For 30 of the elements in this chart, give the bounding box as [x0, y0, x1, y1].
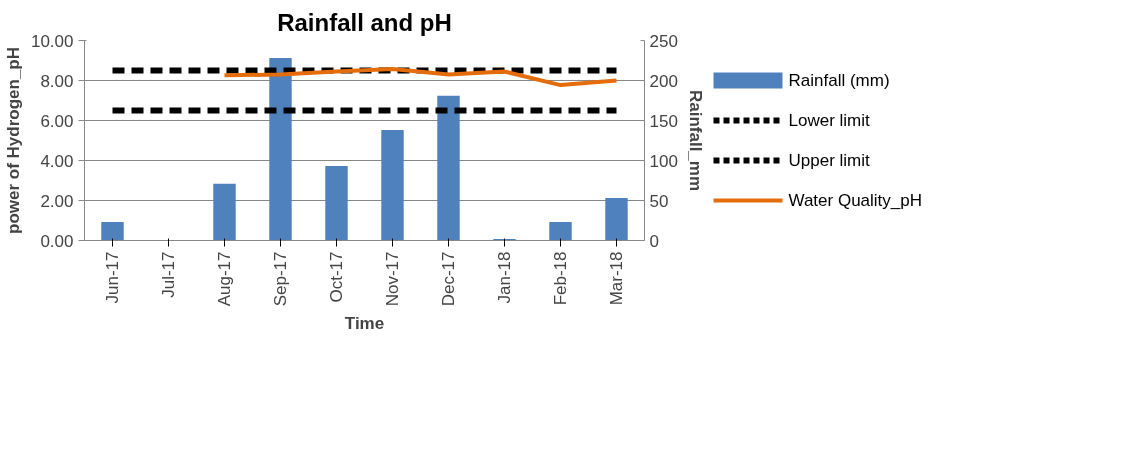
x-tick-label: Aug-17 — [215, 251, 234, 307]
y2-tick-label: 0 — [649, 231, 659, 251]
x-tick-label: Mar-18 — [607, 251, 626, 306]
y-tick-label: 0.00 — [40, 231, 74, 251]
y2-tick-label: 50 — [649, 191, 669, 211]
y2-tick-label: 150 — [649, 111, 678, 131]
y2-tick-label: 100 — [649, 151, 678, 171]
x-tick-label: Jul-17 — [159, 251, 178, 298]
x-tick-label: Sep-17 — [271, 251, 290, 307]
legend-label: Lower limit — [788, 111, 871, 130]
x-tick-label: Feb-18 — [551, 251, 570, 306]
y-tick-label: 2.00 — [40, 191, 74, 211]
y-tick-label: 8.00 — [40, 71, 74, 91]
x-tick-label: Oct-17 — [327, 251, 346, 303]
y2-axis-title: Rainfall_mm — [685, 89, 705, 192]
x-tick-label: Jan-18 — [495, 251, 514, 304]
x-tick-label: Dec-17 — [439, 251, 458, 307]
legend-label: Water Quality_pH — [788, 191, 923, 210]
legend-label: Rainfall (mm) — [788, 71, 890, 90]
y-axis-title: power of Hydrogen_pH — [3, 46, 23, 234]
x-tick-label: Jun-17 — [103, 251, 122, 304]
legend-label: Upper limit — [788, 151, 871, 170]
x-tick-label: Nov-17 — [383, 251, 402, 307]
y-tick-label: 10.00 — [30, 31, 74, 51]
y2-tick-label: 200 — [649, 71, 678, 91]
y-tick-label: 4.00 — [40, 151, 74, 171]
x-axis-title: Time — [344, 314, 385, 334]
chart-title: Rainfall and pH — [277, 8, 452, 36]
y2-tick-label: 250 — [649, 31, 678, 51]
y-tick-label: 6.00 — [40, 111, 74, 131]
